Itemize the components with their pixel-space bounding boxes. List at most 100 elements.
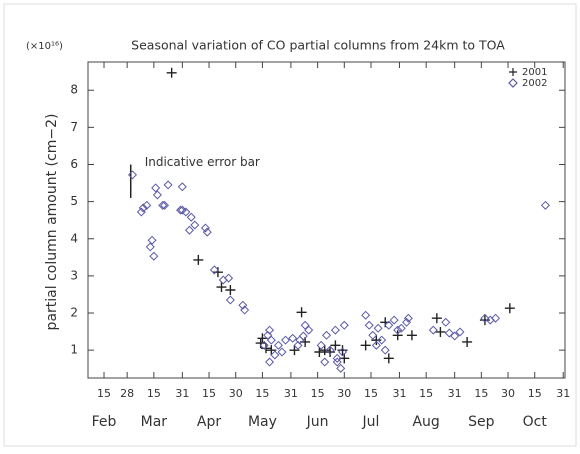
point [240,305,250,315]
x-tick-label: 30 [229,387,243,400]
point [377,335,387,345]
month-label: Jun [306,414,329,430]
point [263,330,273,340]
point [491,313,501,323]
x-tick-label: 31 [175,387,189,400]
point [455,327,465,337]
point [257,333,268,344]
point [138,203,148,213]
point [176,205,186,215]
point [393,325,403,335]
point [320,357,330,367]
point [163,180,173,190]
point [147,235,157,245]
point [480,313,490,323]
point [330,340,341,351]
point [186,212,196,222]
point [428,325,438,335]
point [435,326,446,337]
x-tick-label: 15 [147,387,161,400]
point [270,350,280,360]
point [212,267,223,278]
x-tick-label: 30 [501,387,515,400]
point [177,182,187,192]
x-tick-label: 15 [528,387,542,400]
point [265,325,275,335]
month-label: Jul [362,414,380,430]
point [403,313,413,323]
y-tick-label: 2 [70,306,78,320]
month-label: Apr [197,414,221,430]
point [289,345,300,356]
month-label: Oct [523,414,548,430]
month-label: Aug [412,414,439,430]
x-tick-label: 15 [202,387,216,400]
frame [3,3,577,447]
point [338,347,348,357]
plot-frame [87,61,566,379]
point [332,357,342,367]
point [293,340,303,350]
point [383,353,394,364]
point [255,338,266,349]
point [266,345,277,356]
x-tick-label: 15 [97,387,111,400]
point [431,313,442,324]
point [540,200,550,210]
point [479,315,490,326]
point [281,335,291,345]
point [444,328,454,338]
point [288,333,298,343]
point [325,345,335,355]
point [158,200,168,210]
x-tick-label: 15 [419,387,433,400]
point [304,325,314,335]
y-tick-label: 1 [70,343,78,357]
legend-marker [509,68,517,76]
point [462,336,473,347]
point [259,340,269,350]
point [389,315,399,325]
point [325,347,336,358]
point [152,190,162,200]
point [216,282,227,293]
y-tick-label: 5 [70,194,78,208]
y-tick-label: 8 [70,83,78,97]
point [368,330,378,340]
point [225,295,235,305]
legend-label: 2001 [522,67,547,78]
x-tick-label: 30 [337,387,351,400]
point [396,323,406,333]
point [336,363,346,373]
point [321,330,332,340]
x-tick-label: 15 [255,387,269,400]
point [450,331,460,341]
y-tick-label: 4 [70,231,78,245]
x-tick-label: 15 [311,387,325,400]
point [209,265,219,275]
x-tick-label: 28 [120,387,134,400]
point [200,223,210,233]
y-tick-label: 7 [70,120,78,134]
point [225,284,236,295]
y-multiplier: (×10¹⁶) [26,41,63,52]
annotation: Indicative error bar [145,155,260,169]
point [127,170,138,180]
point [316,340,326,350]
point [224,273,234,283]
point [380,345,390,355]
point [260,343,271,354]
point [277,347,287,357]
y-axis-label: partial column amount (cm−2) [44,114,60,331]
point [371,340,381,350]
point [371,335,382,346]
legend-label: 2002 [522,78,547,89]
point [314,347,325,358]
point [142,200,152,210]
point [296,307,307,318]
point [332,353,342,363]
point [337,345,348,356]
point [181,207,191,217]
point [166,67,177,78]
x-tick-label: 15 [364,387,378,400]
